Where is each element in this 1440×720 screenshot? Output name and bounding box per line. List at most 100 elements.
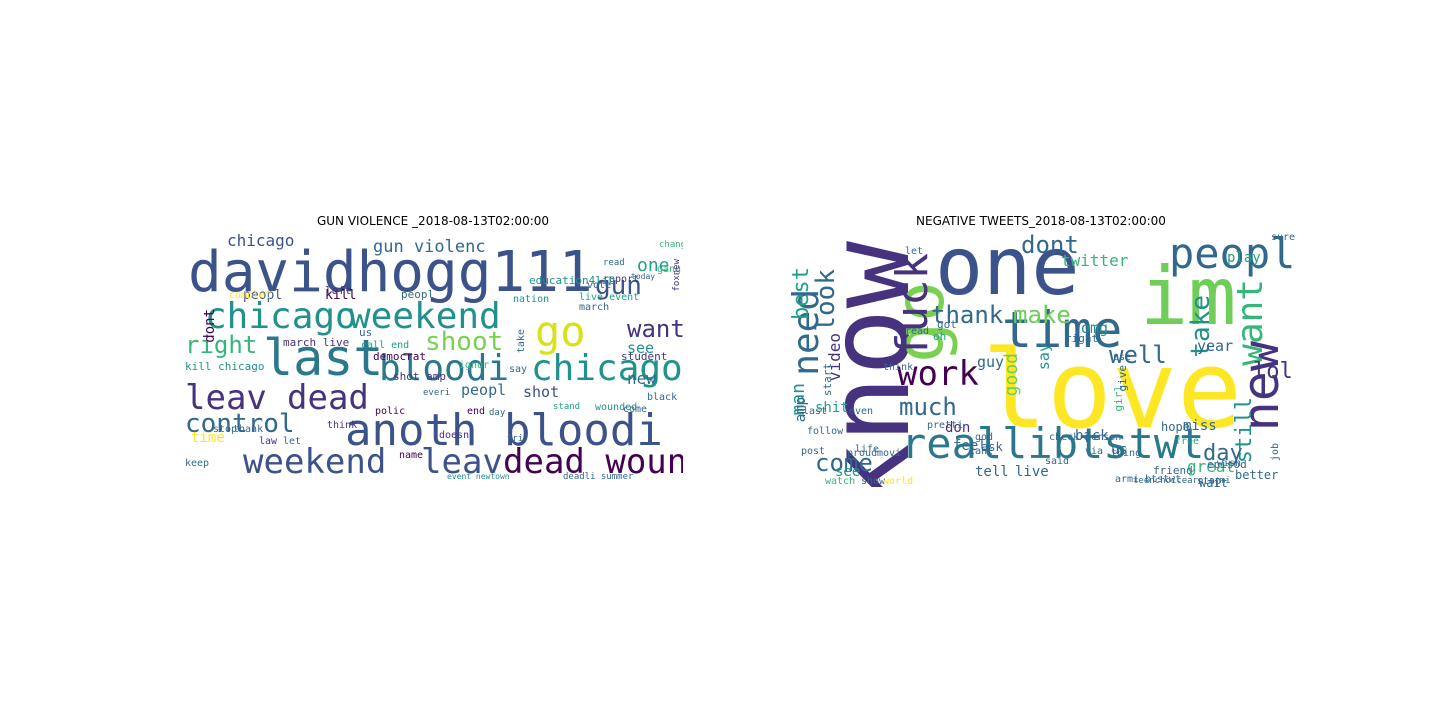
right-word: armi btstwt bbox=[1115, 474, 1182, 485]
right-word: teenchoicearn armi bbox=[1133, 476, 1231, 486]
right-word: good bbox=[1001, 353, 1022, 397]
right-word: even bbox=[849, 406, 874, 417]
right-word: movi bbox=[877, 448, 902, 459]
right-word: day bbox=[1203, 441, 1243, 466]
right-word: say bbox=[1035, 343, 1053, 371]
right-word: sure bbox=[1271, 233, 1295, 243]
right-word: fuck bbox=[887, 253, 938, 359]
right-word: got bbox=[937, 318, 957, 331]
right-word: live bbox=[1015, 464, 1049, 480]
left-word: student bbox=[621, 350, 668, 363]
left-word: gun violenc bbox=[373, 237, 486, 257]
left-word: shoot bbox=[425, 327, 504, 357]
left-word: report bbox=[603, 274, 640, 285]
left-word: come bbox=[623, 404, 648, 415]
left-word: kill chicago bbox=[185, 360, 265, 373]
left-word: today bbox=[631, 272, 656, 281]
left-word: complet bbox=[229, 290, 272, 301]
right-word: stop bbox=[1197, 476, 1222, 487]
right-word: thing bbox=[1111, 448, 1142, 459]
right-word: wish bbox=[1217, 458, 1242, 469]
left-word: keep bbox=[185, 458, 210, 469]
right-word: year bbox=[1197, 337, 1234, 355]
right-word: miss bbox=[1183, 418, 1217, 434]
left-word: call end bbox=[361, 340, 410, 351]
left-word: doesn bbox=[439, 430, 470, 441]
right-word: twitter bbox=[1061, 251, 1129, 270]
left-word: vote bbox=[587, 280, 612, 291]
left-word: chicago bbox=[227, 233, 295, 250]
right-word: look bbox=[811, 269, 841, 332]
left-word: gang bbox=[657, 264, 682, 275]
left-word: go bbox=[535, 307, 586, 356]
right-word: free bbox=[1175, 436, 1200, 447]
left-word: dead bbox=[287, 378, 369, 418]
left-word: us bbox=[359, 326, 373, 339]
left-word: anoth bloodi bbox=[345, 405, 663, 456]
right-word: life bbox=[855, 444, 880, 455]
right-panel-title: NEGATIVE TWEETS_2018-08-13T02:00:00 bbox=[916, 214, 1166, 228]
left-word: read bbox=[603, 258, 625, 268]
left-word: take bbox=[516, 329, 527, 354]
right-word: im bbox=[1140, 250, 1237, 343]
left-word: live event bbox=[579, 292, 640, 303]
left-word: dead wound bbox=[503, 442, 683, 480]
gun-violence-word-cloud: davidhogg111 chicago weekend go last bloodi ch… bbox=[183, 233, 683, 480]
right-word: friend bbox=[1153, 464, 1193, 477]
negative-tweets-word-cloud: love one im know go time reallibtstwt peopl new f… bbox=[787, 233, 1295, 487]
right-word: love bbox=[982, 328, 1243, 453]
right-word: play bbox=[1227, 250, 1261, 266]
right-word: last bbox=[803, 406, 828, 417]
right-word: want bbox=[1230, 279, 1271, 366]
right-word: give bbox=[1116, 365, 1129, 392]
right-word: lol bbox=[1253, 359, 1293, 384]
right-word: time bbox=[1002, 301, 1123, 359]
left-word: gun bbox=[595, 271, 642, 301]
left-word: chicago bbox=[205, 296, 357, 337]
right-word: us bbox=[1111, 442, 1128, 458]
left-word: peopl bbox=[243, 288, 283, 303]
right-word: job bbox=[1270, 443, 1281, 462]
left-word: chang bbox=[659, 240, 683, 250]
right-word: better bbox=[1235, 468, 1279, 482]
right-word: make bbox=[1013, 301, 1071, 329]
right-word: peopl bbox=[1169, 233, 1295, 278]
left-word: tri bbox=[507, 434, 524, 444]
right-word: god bbox=[975, 432, 994, 443]
right-word: best bbox=[789, 267, 814, 320]
left-word: say bbox=[509, 364, 528, 375]
left-word: democrat bbox=[373, 350, 426, 363]
left-word: peopl bbox=[401, 288, 435, 301]
right-word: read bbox=[905, 326, 930, 337]
right-word: see bbox=[835, 464, 861, 480]
right-word: much bbox=[899, 393, 957, 421]
right-word: via bbox=[1085, 446, 1104, 457]
left-word: left bbox=[325, 284, 352, 297]
left-word: shot bbox=[523, 383, 560, 401]
left-word: shot amp bbox=[393, 370, 446, 383]
right-word: wait bbox=[1199, 476, 1228, 487]
left-word: day bbox=[489, 408, 506, 418]
left-panel-title: GUN VIOLENCE _2018-08-13T02:00:00 bbox=[316, 214, 550, 228]
left-word: ignor bbox=[459, 360, 490, 371]
right-word: oh bbox=[933, 330, 947, 343]
left-word: end bbox=[467, 406, 486, 417]
right-word: show bbox=[861, 476, 886, 487]
right-word: hope bbox=[1161, 420, 1190, 434]
right-word: reallibtstwt bbox=[901, 419, 1205, 468]
left-word: everi bbox=[423, 388, 451, 398]
right-word: great bbox=[1187, 457, 1236, 476]
left-word: peopl bbox=[461, 381, 507, 399]
left-word: weekend bbox=[243, 442, 387, 480]
right-word: well bbox=[1109, 341, 1167, 369]
right-word: come bbox=[815, 449, 873, 477]
right-word: work bbox=[897, 354, 979, 394]
left-word: one bbox=[637, 255, 670, 276]
right-word: follow bbox=[807, 426, 844, 437]
left-word: davidhogg111 bbox=[188, 240, 593, 305]
right-word: dont bbox=[1021, 233, 1079, 259]
right-word: watch bbox=[825, 476, 856, 487]
left-word: last bbox=[263, 329, 384, 387]
right-word: feel bbox=[953, 438, 987, 454]
left-word: bloodi bbox=[379, 348, 510, 389]
